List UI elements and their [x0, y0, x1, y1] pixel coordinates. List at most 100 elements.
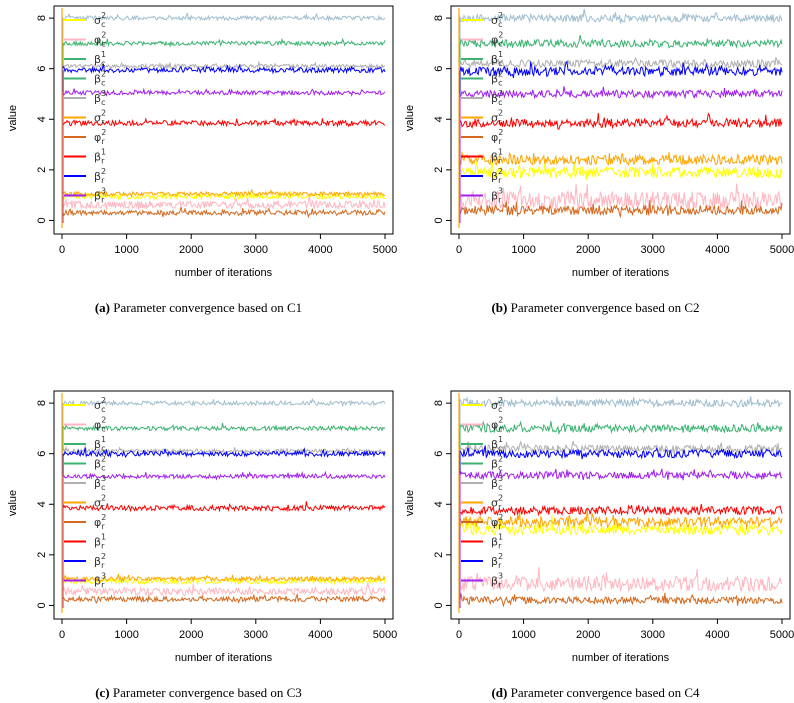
legend-label: β1 r [94, 148, 106, 166]
x-tick-label: 5000 [373, 244, 397, 256]
x-tick-label: 4000 [705, 244, 729, 256]
legend-label: β2 r [94, 552, 106, 570]
series-line-3 [458, 34, 783, 49]
legend-label: σ2 c [491, 11, 503, 29]
x-axis-label: number of iterations [175, 652, 273, 664]
x-tick-label: 5000 [373, 629, 397, 641]
legend-label: β3 c [491, 89, 503, 107]
series-line-1 [458, 567, 783, 594]
legend-label: φ2 r [491, 513, 503, 531]
caption-label: (d) [491, 685, 508, 700]
legend-label: β3 r [491, 187, 503, 205]
chart-panel-c1: 0 1000 2000 3000 4000 5000 0 2 4 6 8 number of iter… [0, 0, 397, 290]
legend-label: β1 r [94, 533, 106, 551]
x-tick-label: 4000 [705, 629, 729, 641]
y-tick-label: 2 [433, 552, 445, 558]
series-line-8 [458, 445, 783, 460]
series-line-9 [458, 468, 783, 481]
series-line-9 [61, 87, 386, 97]
legend-label: φ2 r [94, 513, 106, 531]
series-line-4 [458, 440, 783, 455]
series-line-3 [61, 422, 386, 432]
series-line-3 [61, 37, 386, 48]
series-line-8 [61, 447, 386, 459]
legend-label: σ2 c [491, 396, 503, 414]
legend-label: β3 c [491, 474, 503, 492]
y-tick-label: 2 [433, 167, 445, 173]
series-line-3 [458, 420, 783, 436]
x-tick-label: 0 [456, 629, 462, 641]
x-tick-label: 3000 [244, 629, 268, 641]
legend-label: β1 c [94, 435, 106, 453]
series-line-7 [61, 501, 386, 513]
legend-label: β2 c [94, 70, 106, 88]
legend-label: φ2 c [491, 416, 503, 434]
x-tick-label: 3000 [641, 629, 665, 641]
y-tick-label: 2 [36, 552, 48, 558]
x-tick-label: 2000 [179, 629, 203, 641]
legend-label: β2 c [491, 70, 503, 88]
y-axis-label: value [404, 490, 416, 516]
series-line-8 [458, 60, 783, 78]
x-tick-label: 1000 [114, 244, 138, 256]
plot-frame [450, 390, 791, 620]
x-axis-label: number of iterations [572, 267, 670, 279]
y-tick-label: 4 [433, 501, 445, 507]
y-tick-label: 6 [433, 451, 445, 457]
series-line-0 [61, 575, 386, 586]
series-line-7 [458, 503, 783, 517]
legend-label: β1 r [491, 533, 503, 551]
series-line-6 [61, 207, 386, 219]
caption-text: Parameter convergence based on C1 [113, 300, 303, 315]
x-axis-label: number of iterations [572, 652, 670, 664]
series-line-2 [61, 12, 386, 22]
series-line-6 [458, 199, 783, 219]
y-tick-label: 4 [36, 501, 48, 507]
caption-label: (c) [95, 685, 110, 700]
series-line-9 [61, 470, 386, 481]
caption-label: (a) [94, 300, 110, 315]
x-tick-label: 1000 [114, 629, 138, 641]
chart-c1: 0 1000 2000 3000 4000 5000 0 2 4 6 8 number of iter… [7, 5, 397, 279]
plot-frame [53, 390, 394, 620]
legend-label: σ2 r [94, 494, 106, 512]
series-line-0 [61, 190, 386, 201]
y-tick-label: 0 [433, 602, 445, 608]
series-line-7 [61, 117, 386, 128]
legend-label: σ2 r [94, 109, 106, 127]
legend-label: β2 c [491, 455, 503, 473]
legend-label: β1 c [491, 435, 503, 453]
legend-label: β3 c [94, 474, 106, 492]
series-line-0 [458, 514, 783, 537]
legend-label: φ2 r [94, 128, 106, 146]
series-line-6 [61, 592, 386, 604]
x-tick-label: 2000 [576, 244, 600, 256]
series-line-9 [458, 86, 783, 100]
series-line-4 [61, 444, 386, 455]
legend-label: β2 r [94, 167, 106, 185]
y-tick-label: 2 [36, 167, 48, 173]
legend-label: β3 r [94, 187, 106, 205]
legend-label: β2 r [491, 167, 503, 185]
legend-label: φ2 r [491, 128, 503, 146]
x-tick-label: 3000 [641, 244, 665, 256]
x-tick-label: 0 [59, 629, 65, 641]
chart-panel-c2: 0 1000 2000 3000 4000 5000 0 2 4 6 8 number of iter… [397, 0, 794, 290]
x-tick-label: 0 [59, 244, 65, 256]
legend-label: σ2 r [491, 109, 503, 127]
x-axis-label: number of iterations [175, 267, 273, 279]
legend-label: β2 r [491, 552, 503, 570]
y-tick-label: 8 [433, 15, 445, 21]
caption-label: (b) [491, 300, 508, 315]
caption-text: Parameter convergence based on C4 [510, 685, 700, 700]
caption-c3: (c) Parameter convergence based on C3 [0, 685, 397, 701]
series-line-1 [458, 183, 783, 211]
x-tick-label: 2000 [179, 244, 203, 256]
legend-label: β1 c [94, 50, 106, 68]
series-line-1 [61, 582, 386, 597]
legend-label: β2 c [94, 455, 106, 473]
chart-c3: 0 1000 2000 3000 4000 5000 0 2 4 6 8 number of iter… [7, 390, 397, 664]
series-line-5 [61, 188, 386, 199]
legend-label: β1 r [491, 148, 503, 166]
x-tick-label: 3000 [244, 244, 268, 256]
